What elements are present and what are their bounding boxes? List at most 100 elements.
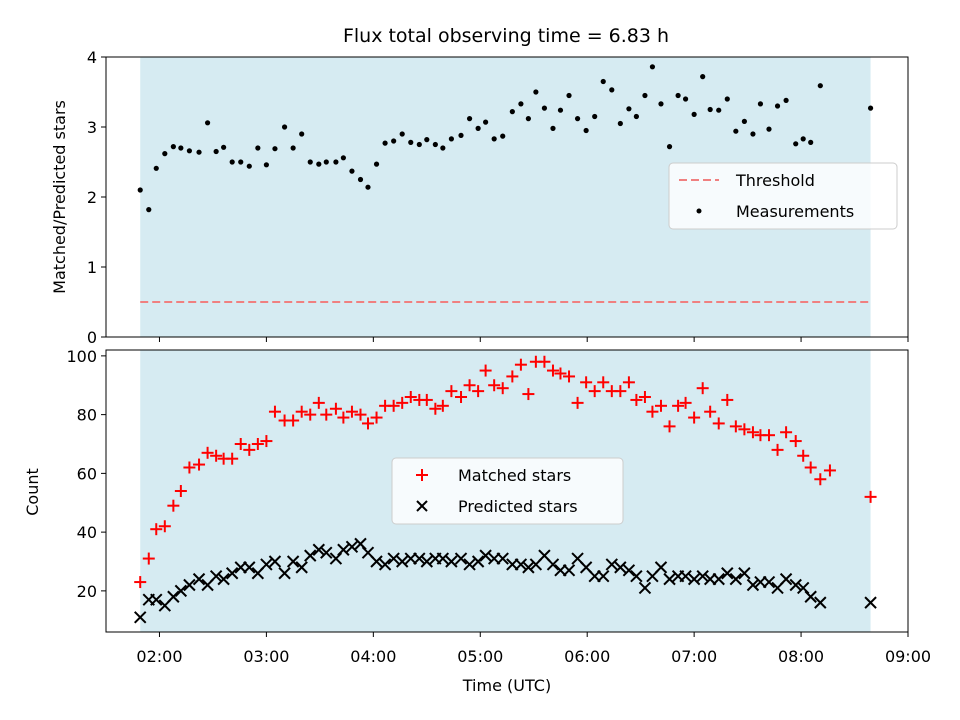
matched-star-point (479, 364, 492, 377)
measurement-point (649, 64, 656, 70)
matched-star-point (554, 367, 567, 380)
predicted-star-point (345, 540, 359, 554)
predicted-star-point (378, 558, 392, 571)
matched-star-point (563, 370, 576, 383)
bottom-x-tick-label: 08:00 (778, 647, 824, 666)
measurement-point (566, 92, 572, 99)
matched-star-point (679, 396, 692, 409)
matched-star-point (580, 376, 593, 389)
predicted-star-point (605, 558, 619, 571)
predicted-star-point (395, 555, 409, 568)
matched-star-point (823, 464, 836, 477)
measurement-point (281, 124, 288, 130)
predicted-star-point (463, 558, 476, 571)
predicted-star-point (150, 593, 163, 606)
legend-matched-swatch (416, 469, 428, 481)
matched-star-point (370, 411, 383, 424)
top-y-tick-label: 4 (87, 48, 97, 67)
measurement-point (617, 120, 623, 127)
matched-star-point (614, 385, 627, 398)
measurement-point (458, 132, 464, 138)
measurement-point (246, 163, 252, 169)
matched-star-point (361, 417, 374, 430)
bottom-y-tick-label: 80 (77, 406, 97, 425)
predicted-star-point (762, 575, 776, 589)
measurement-point (793, 141, 799, 147)
matched-star-point (663, 420, 676, 433)
measurement-point (867, 105, 874, 111)
top-y-tick-label: 2 (87, 188, 97, 207)
predicted-star-point (746, 578, 760, 592)
measurement-point (448, 136, 454, 142)
matched-star-point (387, 399, 400, 412)
matched-star-point (429, 402, 442, 415)
measurement-point (682, 96, 689, 102)
measurement-point (658, 101, 664, 107)
measurement-point (557, 107, 564, 113)
predicted-star-point (638, 581, 652, 595)
predicted-star-point (420, 555, 434, 568)
measurement-point (541, 105, 548, 111)
predicted-star-point (479, 549, 492, 562)
measurement-point (750, 131, 756, 137)
matched-star-point (167, 499, 180, 512)
matched-star-point (312, 396, 325, 409)
measurement-point (707, 106, 713, 113)
bottom-x-tick-label: 02:00 (136, 647, 182, 666)
predicted-star-point (295, 561, 308, 574)
matched-star-point (488, 379, 501, 392)
matched-star-point (597, 376, 610, 389)
predicted-star-point (738, 567, 751, 580)
bottom-y-tick-label: 40 (77, 523, 97, 542)
measurement-point (666, 144, 673, 150)
bottom-legend-box (391, 457, 624, 525)
matched-star-point (496, 382, 509, 395)
measurement-point (299, 131, 305, 137)
measurement-point (766, 126, 772, 132)
measurement-point (333, 159, 339, 165)
measurement-point (491, 136, 497, 142)
top-y-tick-label: 1 (87, 258, 97, 277)
matched-star-point (445, 385, 458, 398)
bottom-x-tick-label: 05:00 (457, 647, 503, 666)
matched-star-point (646, 405, 659, 418)
predicted-star-point (192, 572, 206, 586)
matched-star-point (183, 461, 196, 474)
measurement-point (675, 92, 681, 99)
matched-star-point (506, 370, 519, 383)
figure-title: Flux total observing time = 6.83 h (343, 25, 669, 47)
measurement-point (550, 125, 556, 131)
top-x-ticks (158, 337, 909, 342)
matched-star-point (210, 449, 223, 462)
matched-star-point (804, 461, 817, 474)
top-y-tick-label: 3 (87, 118, 97, 137)
predicted-star-point (679, 569, 692, 583)
measurement-point (186, 148, 193, 154)
measurement-point (365, 184, 371, 190)
predicted-star-point (278, 567, 291, 580)
matched-star-point (193, 458, 206, 471)
matched-star-point (134, 576, 147, 589)
matched-star-point (150, 523, 163, 536)
matched-star-point (472, 385, 485, 398)
measurement-point (357, 176, 364, 183)
matched-star-point (630, 393, 643, 406)
matched-star-point (514, 358, 527, 371)
predicted-star-point (622, 564, 636, 577)
legend-predicted-label: Predicted stars (458, 497, 578, 516)
matched-star-point (688, 411, 701, 424)
matched-star-point (522, 388, 535, 401)
predicted-star-point (546, 558, 560, 571)
predicted-star-point (268, 555, 282, 568)
bottom-x-tick-label: 03:00 (243, 647, 289, 666)
matched-star-point (738, 423, 751, 436)
measurement-point (808, 139, 814, 145)
measurement-point (424, 137, 430, 143)
matched-star-point (174, 485, 187, 497)
matched-star-point (345, 405, 358, 418)
legend-matched-label: Matched stars (458, 466, 571, 485)
predicted-star-point (864, 596, 877, 609)
measurement-point (263, 162, 269, 168)
matched-star-point (588, 385, 601, 398)
predicted-star-point (370, 555, 383, 568)
